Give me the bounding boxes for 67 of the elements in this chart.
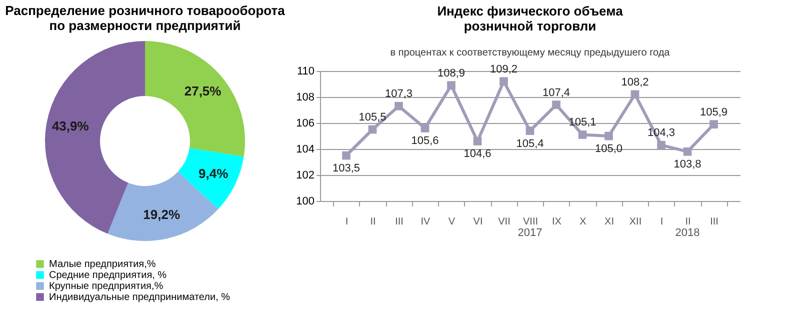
- point: [394, 102, 403, 110]
- donut-slice: [45, 41, 145, 234]
- text: 104,3: [647, 127, 676, 140]
- legend-label: Крупные предприятия,%: [49, 281, 164, 292]
- legend-label: Средние предприятия, %: [49, 270, 167, 281]
- point: [447, 81, 456, 90]
- x-tick-label: XII: [629, 216, 642, 228]
- text: 2018: [675, 227, 700, 239]
- text: 107,3: [384, 88, 413, 100]
- y-tick-label: 110: [296, 66, 314, 78]
- point: [604, 132, 613, 140]
- text: 105,1: [568, 116, 596, 129]
- x-tick-label: I: [660, 216, 664, 228]
- x-tick-label: VI: [473, 216, 483, 228]
- text: 108,9: [437, 67, 466, 80]
- data-label: 9,4%: [198, 166, 229, 182]
- point: [420, 124, 430, 132]
- x-tick-label: XI: [604, 216, 614, 228]
- text: 103,5: [332, 162, 360, 174]
- x-tick-label: II: [370, 216, 376, 228]
- point: [342, 151, 350, 160]
- y-tick-label: 108: [296, 92, 314, 104]
- y-tick-label: 102: [296, 170, 314, 182]
- legend-label: Индивидуальные предприниматели, %: [49, 292, 230, 303]
- x-tick-label: IX: [552, 216, 562, 228]
- text: 105,9: [700, 106, 728, 118]
- text: 109,2: [490, 63, 518, 76]
- x-tick-label: II: [685, 216, 691, 228]
- text: 104,6: [464, 148, 492, 160]
- text: 105,5: [358, 112, 386, 124]
- data-label: 27,5%: [184, 84, 222, 99]
- data-label: 43,9%: [52, 118, 90, 134]
- donut-slice: [178, 148, 244, 209]
- x-tick-label: X: [580, 216, 587, 228]
- point: [368, 125, 377, 134]
- text: 108,2: [621, 76, 649, 88]
- point: [657, 140, 666, 150]
- y-tick-label: 100: [296, 196, 314, 208]
- text: 103,8: [674, 158, 702, 171]
- chart-subtitle: в процентах к соответствующему месяцу предыдушего года: [390, 47, 670, 58]
- text: 105,6: [411, 135, 439, 148]
- point: [710, 120, 718, 128]
- legend-label: Малые предприятия,%: [49, 259, 156, 270]
- text: 105,0: [594, 143, 623, 155]
- x-tick-label: V: [448, 216, 456, 228]
- chart-title: Распределение розничного товарооборота по размерности предприятий: [5, 3, 286, 33]
- point: [552, 100, 560, 109]
- point: [500, 77, 508, 86]
- x-tick-label: I: [345, 216, 348, 228]
- data-label: 19,2%: [143, 207, 180, 222]
- chart-title: Индекс физического объема розничной торговли: [437, 3, 624, 34]
- point: [683, 147, 692, 156]
- x-tick-label: III: [710, 216, 718, 228]
- x-tick-label: III: [395, 216, 404, 228]
- point: [578, 130, 587, 139]
- x-tick-label: VII: [498, 216, 510, 228]
- text: 107,4: [542, 86, 570, 99]
- point: [526, 126, 534, 135]
- y-tick-label: 106: [296, 118, 314, 130]
- point: [473, 137, 482, 146]
- text: 2017: [518, 227, 542, 239]
- x-tick-label: VIII: [522, 216, 538, 228]
- text: 105,4: [516, 138, 544, 150]
- donut-slice: [145, 41, 245, 157]
- x-tick-label: IV: [420, 216, 431, 228]
- y-tick-label: 104: [296, 144, 314, 156]
- point: [630, 90, 640, 99]
